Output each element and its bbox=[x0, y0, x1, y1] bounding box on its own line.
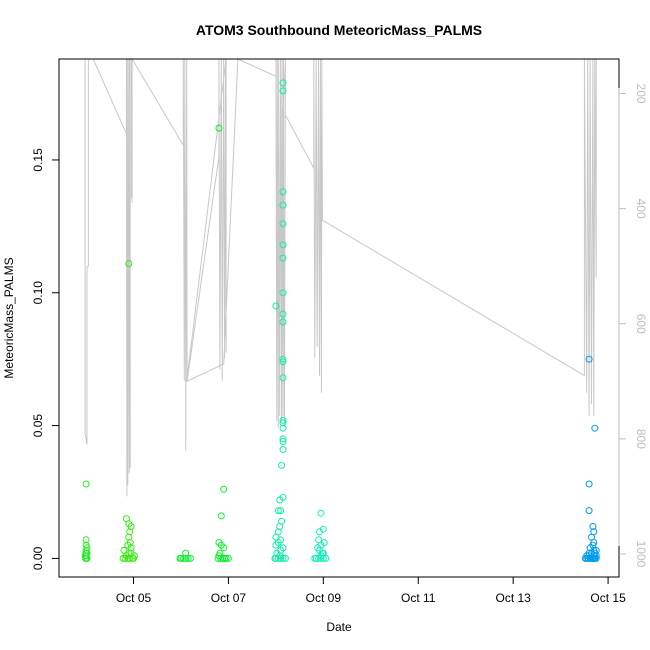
data-point bbox=[279, 310, 287, 318]
data-point bbox=[119, 554, 127, 562]
data-point bbox=[279, 241, 287, 249]
data-point bbox=[279, 419, 287, 427]
data-point bbox=[127, 549, 135, 557]
data-point bbox=[277, 507, 285, 515]
data-point bbox=[279, 374, 287, 382]
y-tick-label: 0.05 bbox=[31, 414, 45, 438]
y-axis-label: MeteoricMass_PALMS bbox=[2, 257, 16, 378]
data-point bbox=[279, 188, 287, 196]
data-point bbox=[311, 554, 319, 562]
data-point bbox=[279, 220, 287, 228]
data-point bbox=[592, 554, 600, 562]
data-point bbox=[589, 523, 597, 530]
data-point bbox=[279, 438, 287, 445]
data-point bbox=[279, 446, 287, 453]
data-point bbox=[317, 509, 325, 517]
plot-area-frame bbox=[58, 58, 620, 578]
pressure-trace-layer bbox=[84, 57, 597, 497]
data-point bbox=[125, 260, 133, 267]
data-point bbox=[224, 554, 232, 562]
data-point bbox=[585, 480, 593, 488]
data-point bbox=[279, 355, 287, 363]
data-point bbox=[272, 302, 280, 310]
data-point bbox=[215, 124, 223, 132]
data-point bbox=[281, 554, 289, 562]
data-point bbox=[272, 541, 280, 549]
x-axis-label: Date bbox=[326, 620, 352, 634]
data-point bbox=[187, 554, 194, 562]
data-point bbox=[279, 416, 287, 424]
secondary-y-tick-label: 400 bbox=[634, 199, 648, 219]
data-point bbox=[176, 554, 184, 562]
data-point bbox=[279, 289, 287, 297]
secondary-y-tick-label: 800 bbox=[634, 429, 648, 449]
data-point bbox=[217, 554, 225, 562]
data-point bbox=[179, 554, 187, 562]
data-point bbox=[276, 496, 284, 504]
data-point bbox=[316, 528, 323, 536]
data-point bbox=[82, 480, 90, 488]
y-tick-label: 0.10 bbox=[31, 281, 45, 305]
data-point bbox=[83, 544, 91, 552]
data-point bbox=[279, 318, 287, 326]
data-point bbox=[585, 507, 593, 515]
y-tick-label: 0.15 bbox=[31, 148, 45, 172]
data-point bbox=[319, 554, 327, 562]
data-point bbox=[82, 554, 90, 562]
x-axis: Oct 05 Oct 07 Oct 09 Oct 11 Oct 13 Oct 15 bbox=[116, 576, 626, 605]
data-point bbox=[279, 554, 287, 562]
x-tick-label: Oct 11 bbox=[401, 591, 436, 605]
data-point bbox=[279, 424, 287, 432]
x-tick-label: Oct 15 bbox=[590, 591, 626, 605]
data-point bbox=[222, 554, 230, 562]
data-point bbox=[278, 461, 286, 469]
data-points-layer bbox=[81, 79, 600, 562]
data-point bbox=[591, 424, 599, 432]
data-point bbox=[322, 554, 330, 562]
data-point bbox=[274, 554, 282, 562]
secondary-y-tick-label: 1000 bbox=[634, 541, 648, 568]
x-tick-label: Oct 07 bbox=[211, 591, 247, 605]
secondary-y-tick-label: 600 bbox=[634, 314, 648, 334]
chart-title: ATOM3 Southbound MeteoricMass_PALMS bbox=[196, 22, 482, 38]
data-point bbox=[279, 435, 287, 443]
data-point bbox=[271, 554, 279, 562]
data-point bbox=[279, 358, 287, 366]
y-tick-label: 0.00 bbox=[31, 546, 45, 570]
data-point bbox=[184, 554, 192, 562]
data-point bbox=[279, 201, 287, 209]
x-tick-label: Oct 09 bbox=[306, 591, 342, 605]
data-point bbox=[315, 554, 323, 562]
data-point bbox=[274, 507, 282, 515]
data-point bbox=[279, 79, 287, 87]
data-point bbox=[279, 87, 287, 95]
x-tick-label: Oct 13 bbox=[495, 591, 531, 605]
secondary-y-axis: 200 400 600 800 1000 bbox=[618, 84, 648, 568]
data-point bbox=[220, 485, 228, 493]
data-point bbox=[279, 254, 287, 262]
y-axis: 0.00 0.05 0.10 0.15 bbox=[31, 148, 60, 570]
data-point bbox=[217, 512, 225, 520]
data-point bbox=[220, 544, 228, 552]
data-point bbox=[585, 355, 593, 363]
secondary-y-tick-label: 200 bbox=[634, 84, 648, 104]
data-point bbox=[318, 549, 326, 557]
data-point bbox=[82, 536, 90, 544]
pressure-trace-line bbox=[84, 57, 597, 497]
x-tick-label: Oct 05 bbox=[116, 591, 152, 605]
data-point bbox=[121, 554, 129, 562]
data-point bbox=[214, 554, 222, 562]
data-point bbox=[81, 552, 89, 560]
